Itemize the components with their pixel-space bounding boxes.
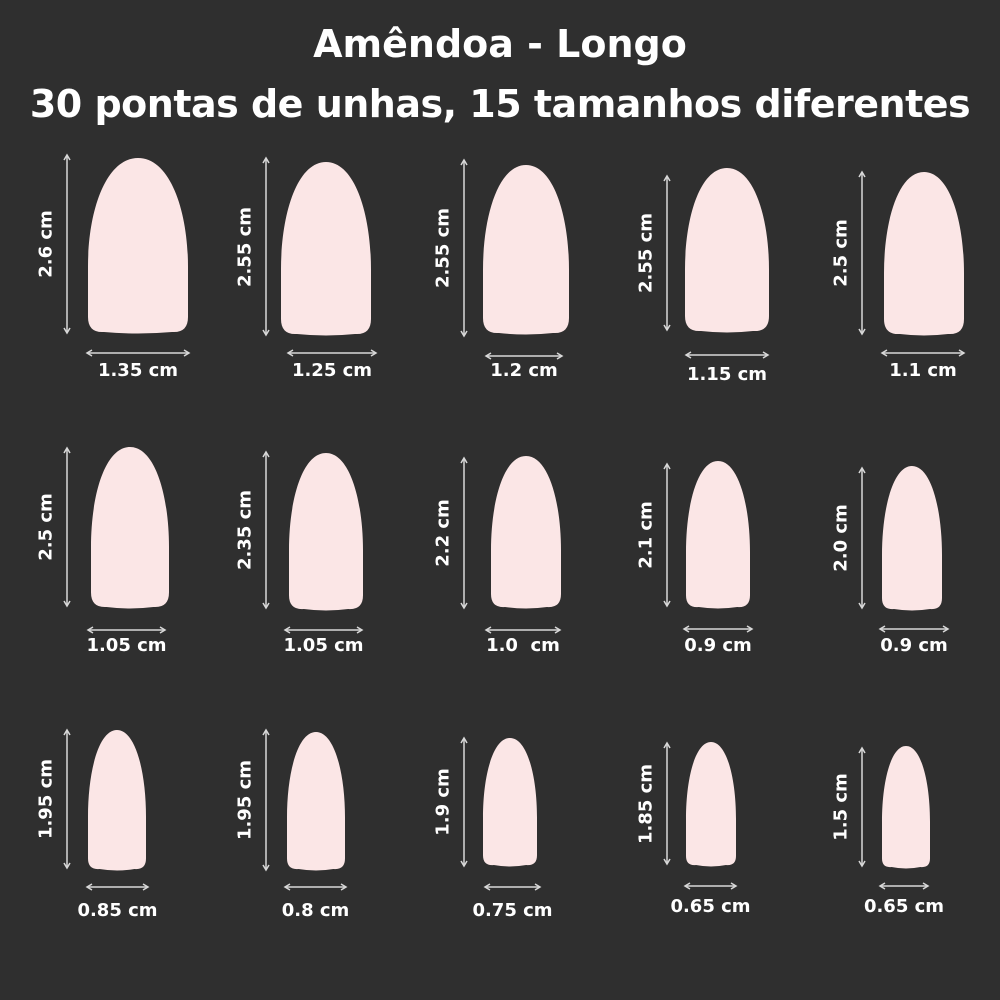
width-label: 0.9 cm [880, 635, 948, 656]
length-arrow-4-heads [663, 174, 671, 332]
nail-tip-13 [483, 738, 537, 867]
width-label: 0.8 cm [281, 900, 350, 921]
width-arrow-13-heads [483, 883, 542, 891]
width-arrow-12-heads [283, 883, 348, 891]
width-arrow-15-heads [878, 882, 930, 890]
nail-tip-12 [287, 732, 345, 871]
length-label: 1.9 cm [432, 768, 454, 836]
width-arrow-1-heads [85, 349, 191, 357]
page-subtitle: 30 pontas de unhas, 15 tamanhos diferent… [29, 82, 971, 126]
nail-tip-10 [882, 466, 942, 611]
nail-tip-4 [685, 168, 769, 333]
length-label: 2.35 cm [234, 489, 256, 571]
length-arrow-2-heads [262, 156, 270, 337]
length-label: 2.6 cm [35, 210, 57, 278]
width-arrow-14-heads [683, 882, 738, 890]
length-label: 2.2 cm [432, 499, 454, 567]
width-arrow-4-heads [684, 351, 770, 359]
width-label: 1.1 cm [889, 360, 957, 381]
width-label: 0.9 cm [684, 635, 752, 656]
width-label: 0.75 cm [472, 900, 553, 921]
width-label: 1.35 cm [97, 360, 179, 381]
width-label: 0.65 cm [670, 896, 751, 917]
width-arrow-5-heads [880, 349, 966, 357]
length-arrow-8-heads [460, 456, 468, 610]
width-arrow-11-heads [85, 883, 150, 891]
nail-tip-15 [882, 746, 930, 869]
width-label: 1.2 cm [490, 360, 558, 381]
length-arrow-3-heads [460, 158, 468, 338]
page-title: Amêndoa - Longo [313, 22, 687, 66]
nail-tip-5 [884, 172, 964, 336]
length-label: 2.0 cm [830, 504, 852, 572]
length-label: 1.85 cm [635, 763, 657, 844]
nail-tip-7 [289, 453, 363, 611]
nail-tip-2 [281, 162, 371, 336]
width-arrow-2-heads [286, 349, 378, 357]
length-arrow-12-heads [262, 728, 270, 872]
length-label: 1.5 cm [830, 773, 852, 841]
width-arrow-9-heads [682, 625, 754, 633]
width-label: 1.15 cm [686, 364, 768, 385]
width-label: 1.05 cm [86, 635, 167, 656]
length-arrow-13-heads [460, 736, 468, 868]
length-label: 1.95 cm [35, 758, 57, 840]
nail-tip-14 [686, 742, 736, 867]
nail-tip-8 [491, 456, 561, 609]
length-label: 2.5 cm [830, 219, 852, 287]
length-arrow-5-heads [858, 170, 866, 336]
nail-tip-9 [686, 461, 750, 609]
width-label: 1.25 cm [291, 360, 373, 381]
length-arrow-10-heads [858, 466, 866, 610]
length-arrow-6-heads [63, 446, 71, 608]
length-label: 2.1 cm [635, 501, 657, 569]
nail-tip-3 [483, 165, 569, 335]
width-arrow-7-heads [283, 626, 364, 634]
width-arrow-3-heads [484, 352, 564, 360]
width-arrow-6-heads [86, 626, 167, 634]
width-label: 1.0 cm [486, 635, 560, 656]
length-arrow-14-heads [663, 741, 671, 866]
length-label: 2.55 cm [234, 206, 256, 287]
width-label: 0.85 cm [77, 900, 158, 921]
length-label: 2.5 cm [35, 493, 57, 561]
length-arrow-9-heads [663, 462, 671, 608]
length-arrow-15-heads [858, 746, 866, 868]
length-arrow-11-heads [63, 728, 71, 870]
length-arrow-7-heads [262, 450, 270, 610]
width-arrow-8-heads [484, 626, 562, 634]
length-label: 1.95 cm [234, 759, 256, 841]
nail-tip-6 [91, 447, 169, 609]
width-label: 1.05 cm [283, 635, 364, 656]
length-arrow-1-heads [63, 153, 71, 335]
nail-tip-11 [88, 730, 146, 871]
width-arrow-10-heads [878, 625, 950, 633]
length-label: 2.55 cm [635, 212, 657, 294]
nail-tip-1 [88, 158, 188, 334]
length-label: 2.55 cm [432, 207, 454, 289]
width-label: 0.65 cm [863, 896, 945, 917]
